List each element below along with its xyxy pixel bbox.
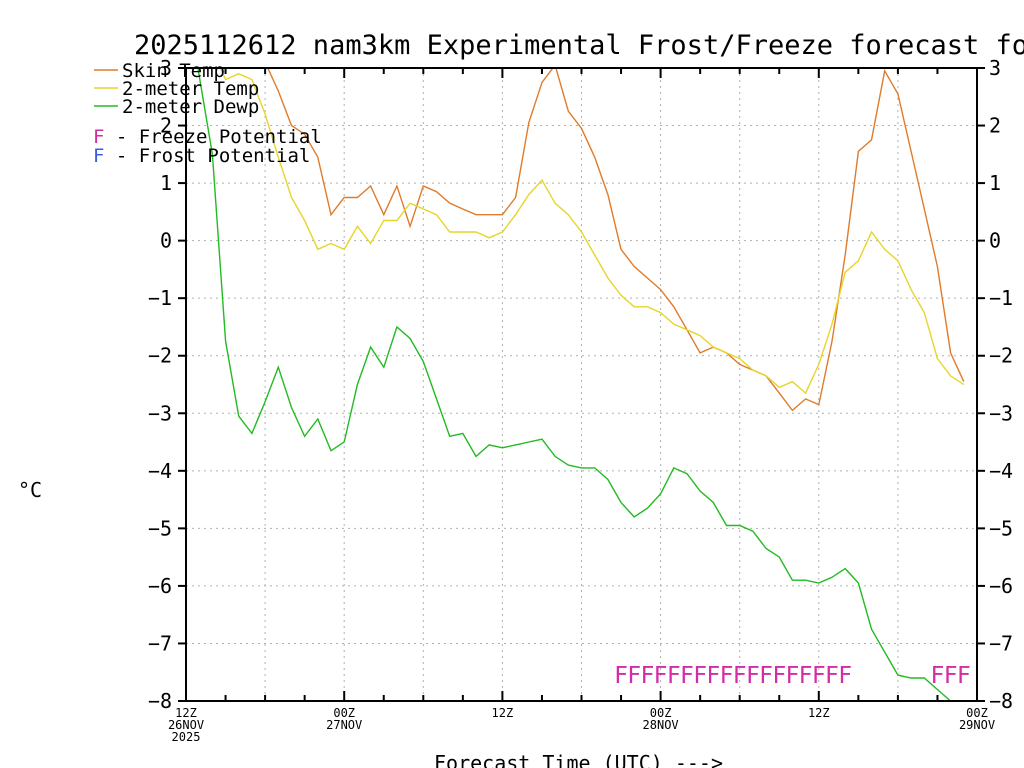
y-tick-label-right: −6 (989, 574, 1013, 598)
y-tick-label-left: −3 (148, 401, 172, 425)
series-lines (197, 68, 965, 701)
legend-label: 2-meter Dewp (122, 96, 259, 118)
y-tick-label-right: −8 (989, 689, 1013, 713)
potential-label: - Frost Potential (104, 145, 310, 167)
freeze-mark: F (812, 663, 826, 689)
y-tick-label-right: 1 (989, 171, 1001, 195)
y-tick-label-left: 3 (160, 56, 172, 80)
freeze-mark: F (693, 663, 707, 689)
freeze-mark: F (838, 663, 852, 689)
y-tick-label-right: −4 (989, 459, 1013, 483)
y-axis: −8 −8 −7 −7 −6 −6 −5 −5 −4 −4 −3 −3 −2 −2 −1 −1 0 0 1 1 2 2 3 3 (148, 56, 1013, 713)
y-tick-label-left: −2 (148, 344, 172, 368)
y-tick-label-right: −2 (989, 344, 1013, 368)
x-tick-label: 00Z (966, 706, 988, 720)
freeze-mark: F (944, 663, 958, 689)
potential-symbol: F (93, 126, 104, 148)
freeze-mark: F (931, 663, 945, 689)
potential-legend-item: F - Frost Potential (93, 145, 310, 167)
freeze-mark: F (957, 663, 971, 689)
x-axis-label: Forecast Time (UTC) ---> (434, 751, 723, 768)
x-tick-label: 29NOV (959, 718, 995, 732)
x-tick-label: 12Z (175, 706, 197, 720)
freeze-mark: F (759, 663, 773, 689)
freeze-mark: F (706, 663, 720, 689)
y-tick-label-right: 3 (989, 56, 1001, 80)
freeze-mark: F (627, 663, 641, 689)
freeze-mark: F (799, 663, 813, 689)
series-line-skin-temp (197, 68, 965, 412)
freeze-mark: F (786, 663, 800, 689)
y-tick-label-right: 2 (989, 114, 1001, 138)
freeze-mark: F (746, 663, 760, 689)
freeze-mark: F (667, 663, 681, 689)
x-tick-label: 12Z (808, 706, 830, 720)
freeze-mark: F (720, 663, 734, 689)
x-tick-label: 26NOV (168, 718, 204, 732)
x-tick-label: 12Z (492, 706, 514, 720)
chart-title: 2025112612 nam3km Experimental Frost/Fre… (134, 30, 1024, 61)
y-tick-label-left: −1 (148, 286, 172, 310)
freeze-mark: F (772, 663, 786, 689)
freeze-mark: F (640, 663, 654, 689)
legend-label: 2-meter Temp (122, 78, 259, 100)
x-tick-label: 00Z (333, 706, 355, 720)
x-tick-label: 2025 (172, 730, 201, 744)
series-line-2-meter-temp (197, 68, 965, 395)
y-tick-label-right: −5 (989, 516, 1013, 540)
y-tick-label-left: −7 (148, 631, 172, 655)
y-tick-label-left: −8 (148, 689, 172, 713)
y-tick-label-right: 0 (989, 229, 1001, 253)
potential-symbol: F (93, 145, 104, 167)
y-tick-label-right: −7 (989, 631, 1013, 655)
y-tick-label-left: 0 (160, 229, 172, 253)
x-tick-label: 27NOV (326, 718, 362, 732)
y-tick-label-right: −1 (989, 286, 1013, 310)
y-tick-label-right: −3 (989, 401, 1013, 425)
freeze-mark: F (614, 663, 628, 689)
x-tick-label: 28NOV (643, 718, 679, 732)
x-tick-label: 00Z (650, 706, 672, 720)
potential-legend-item: F - Freeze Potential (93, 126, 322, 148)
potential-label: - Freeze Potential (104, 126, 321, 148)
series-line-2-meter-dewp (197, 68, 952, 701)
freeze-mark: F (680, 663, 694, 689)
y-tick-label-left: −5 (148, 516, 172, 540)
y-tick-label-left: −4 (148, 459, 172, 483)
y-axis-unit: °C (18, 478, 42, 502)
y-tick-label-left: 1 (160, 171, 172, 195)
freeze-mark: F (825, 663, 839, 689)
y-tick-label-left: −6 (148, 574, 172, 598)
freeze-mark: F (733, 663, 747, 689)
legend-label: Skin Temp (122, 60, 225, 82)
freeze-mark: F (654, 663, 668, 689)
y-tick-label-left: 2 (160, 114, 172, 138)
